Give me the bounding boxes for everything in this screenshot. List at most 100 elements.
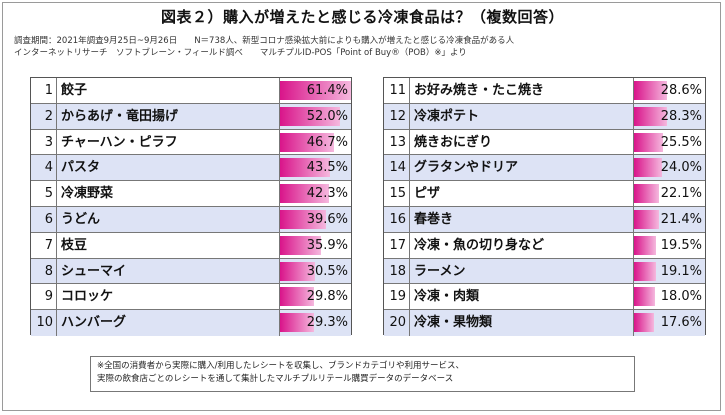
footnote-line-2: 実際の飲食店ごとのレシートを通して集計したマルチプルリテール購買データのデータベ…	[97, 374, 454, 384]
rank-number: 11	[384, 78, 410, 103]
rank-number: 8	[31, 258, 57, 284]
ranking-row: 5 冷凍野菜 42.3%	[31, 181, 351, 207]
ranking-row: 17 冷凍・魚の切り身など 19.5%	[384, 232, 705, 259]
bar-mark	[634, 261, 656, 281]
rank-number: 9	[31, 284, 57, 310]
bar-mark	[280, 184, 329, 204]
rank-number: 15	[384, 181, 410, 206]
bar-cell: 30.5%	[279, 258, 351, 284]
bar-mark	[280, 287, 315, 307]
bar-mark	[634, 235, 657, 255]
value-label: 28.3%	[660, 108, 702, 124]
bar-cell: 35.9%	[279, 232, 351, 258]
ranking-row: 4 パスタ 43.5%	[31, 155, 351, 182]
rank-number: 12	[384, 103, 410, 129]
category-label: うどん	[61, 212, 101, 227]
category-label: 冷凍・魚の切り身など	[414, 237, 545, 253]
ranking-row: 3 チャーハン・ピラフ 46.7%	[31, 129, 351, 156]
ranking-row: 8 シューマイ 30.5%	[31, 258, 351, 285]
ranking-row: 16 春巻き 21.4%	[384, 207, 705, 233]
bar-cell: 43.5%	[279, 155, 351, 181]
value-label: 21.4%	[660, 212, 702, 227]
category-label: 枝豆	[61, 237, 88, 253]
value-label: 22.1%	[660, 186, 702, 202]
rank-number: 20	[384, 310, 410, 336]
category-label: ラーメン	[414, 263, 466, 279]
bar-mark	[634, 313, 655, 333]
ranking-row: 15 ピザ 22.1%	[384, 181, 705, 207]
bar-mark	[280, 81, 351, 100]
bar-cell: 39.6%	[279, 207, 351, 232]
bar-mark	[280, 158, 331, 178]
rank-number: 3	[31, 129, 57, 155]
survey-info-line-1: 調査期間：2021年調査9月25日~9月26日 N＝738人、新型コロナ感染拡大…	[14, 36, 515, 46]
value-label: 39.6%	[306, 212, 348, 227]
rank-number: 14	[384, 155, 410, 181]
ranking-row: 10 ハンバーグ 29.3%	[31, 310, 351, 336]
rank-number: 17	[384, 232, 410, 258]
figure-frame	[2, 2, 721, 411]
value-label: 24.0%	[660, 160, 702, 176]
category-label: ピザ	[414, 186, 441, 202]
bar-cell: 29.8%	[279, 284, 351, 310]
bar-cell: 61.4%	[279, 78, 351, 103]
rank-number: 16	[384, 207, 410, 232]
bar-cell: 52.0%	[279, 103, 351, 129]
bar-mark	[634, 158, 662, 178]
value-label: 19.5%	[660, 237, 702, 253]
bar-mark	[280, 106, 340, 126]
bar-cell: 42.3%	[279, 181, 351, 206]
bar-mark	[280, 210, 326, 229]
bar-cell: 46.7%	[279, 129, 351, 155]
value-label: 43.5%	[306, 160, 348, 176]
bar-cell: 21.4%	[633, 207, 705, 232]
bar-cell: 19.5%	[633, 232, 705, 258]
rank-number: 4	[31, 155, 57, 181]
bar-cell: 28.6%	[633, 78, 705, 103]
ranking-row: 6 うどん 39.6%	[31, 207, 351, 233]
category-label: 冷凍ポテト	[414, 108, 480, 124]
bar-mark	[634, 132, 664, 152]
ranking-row: 19 冷凍・肉類 18.0%	[384, 284, 705, 311]
value-label: 28.6%	[660, 83, 702, 98]
survey-info-line-2: インターネットリサーチ ソフトブレーン・フィールド調べ マルチプルID-POS「…	[14, 48, 467, 58]
category-label: 冷凍・肉類	[414, 289, 480, 305]
bar-mark	[280, 313, 314, 333]
category-label: パスタ	[61, 160, 101, 176]
bar-cell: 28.3%	[633, 103, 705, 129]
value-label: 18.0%	[660, 289, 702, 305]
rank-number: 10	[31, 310, 57, 336]
rank-number: 2	[31, 103, 57, 129]
ranking-row: 11 お好み焼き・たこ焼き 28.6%	[384, 78, 705, 104]
bar-cell: 17.6%	[633, 310, 705, 336]
bar-cell: 18.0%	[633, 284, 705, 310]
ranking-row: 7 枝豆 35.9%	[31, 232, 351, 259]
bar-mark	[634, 287, 655, 307]
category-label: 冷凍・果物類	[414, 315, 493, 331]
category-label: からあげ・竜田揚げ	[61, 108, 179, 124]
ranking-table-left: 1 餃子 61.4% 2 からあげ・竜田揚げ 52.0% 3 チャーハン・ピラフ 46.7% 4 パ…	[30, 77, 352, 336]
value-label: 25.5%	[660, 134, 702, 150]
value-label: 52.0%	[306, 108, 348, 124]
rank-number: 5	[31, 181, 57, 206]
value-label: 35.9%	[306, 237, 348, 253]
bar-cell: 24.0%	[633, 155, 705, 181]
chart-title: 図表２）購入が増えたと感じる冷凍食品は？（複数回答）	[160, 8, 564, 26]
footnote: ※全国の消費者から実際に購入/利用したレシートを収集し、ブランドカテゴリや利用サ…	[90, 356, 635, 392]
bar-mark	[634, 210, 659, 229]
bar-cell: 29.3%	[279, 310, 351, 336]
ranking-row: 13 焼きおにぎり 25.5%	[384, 129, 705, 156]
bar-mark	[280, 261, 316, 281]
bar-mark	[634, 106, 667, 126]
bar-mark	[634, 81, 667, 100]
bar-cell: 19.1%	[633, 258, 705, 284]
value-label: 46.7%	[306, 134, 348, 150]
value-label: 29.8%	[306, 289, 348, 305]
value-label: 17.6%	[660, 315, 702, 331]
ranking-row: 9 コロッケ 29.8%	[31, 284, 351, 311]
category-label: 春巻き	[414, 212, 454, 227]
rank-number: 19	[384, 284, 410, 310]
ranking-row: 20 冷凍・果物類 17.6%	[384, 310, 705, 336]
ranking-row: 2 からあげ・竜田揚げ 52.0%	[31, 103, 351, 130]
rank-number: 6	[31, 207, 57, 232]
